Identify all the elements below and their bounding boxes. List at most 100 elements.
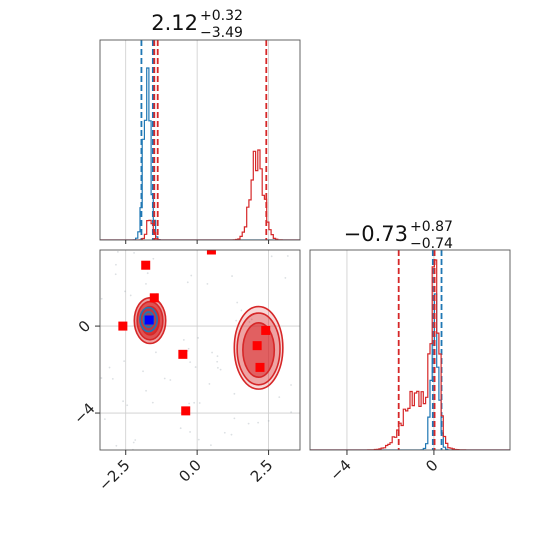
sample-dot [206,282,209,285]
sample-dot [132,441,135,444]
scatter-panel [100,250,293,450]
sample-dot [286,255,289,257]
sample-dot [210,444,212,447]
x2tick-label-0: −4 [326,456,354,484]
sample-dot [188,402,191,405]
sample-dot [233,392,236,395]
title-param-0: 2.12 +0.32−3.49 [151,8,243,41]
sample-dot [122,400,124,403]
red-marker-0 [141,260,151,270]
red-marker-8 [255,362,265,372]
sample-dot [257,421,260,424]
sample-dot [115,263,117,266]
sample-dot [194,366,197,368]
sample-dot [216,366,219,369]
hist-param1 [100,40,300,240]
sample-dot [126,404,129,407]
sample-dot [190,274,193,277]
sample-dot [124,290,126,293]
axes-layer [95,39,511,455]
sample-dot [290,411,293,414]
hist2-series-0 [310,293,510,450]
sample-dot [123,360,126,363]
sample-dot [155,351,157,354]
xtick-label-2: 2.5 [247,456,277,486]
title-plus-1: +0.87 [410,219,453,235]
ytick-label-1: −4 [70,399,98,427]
sample-dot [186,281,189,284]
sample-dot [115,444,118,447]
sample-dot [197,336,199,339]
sample-dot [198,402,201,404]
red-marker-5 [181,406,191,416]
red-marker-7 [261,325,271,335]
sample-dot [189,361,192,364]
sample-dot [145,389,147,392]
title-minus-0: −3.49 [200,25,243,41]
sample-dot [163,377,166,380]
sample-dot [103,418,106,421]
sample-dot [111,377,114,380]
sample-dot [250,318,253,321]
sample-dot [208,383,211,385]
sample-dot [187,347,190,350]
red-marker-1 [206,250,216,255]
sample-dot [182,339,185,341]
sample-dot [278,396,281,399]
sample-dot [134,439,137,441]
sample-dot [247,422,250,425]
sample-dot [233,417,236,420]
hist2-series-1 [310,259,510,450]
title-minus-1: −0.74 [410,236,453,252]
sample-dot [219,368,222,371]
sample-dot [100,297,103,300]
label-layer: −2.5 0.0 2.5 −4 0 0 −4 2.12 +0.32−3.49 −0.73 +0.87… [70,8,453,495]
title-value-1: −0.73 [344,222,408,246]
hist1-series-0 [100,67,300,240]
sample-dot [284,277,287,279]
sample-dot [145,282,147,285]
sample-dot [223,431,226,434]
frame-h1 [99,39,301,241]
sample-dot [189,431,191,433]
sample-dot [290,384,292,386]
xtick-label-1: 0.0 [175,456,205,486]
sample-dot [114,273,117,276]
frame-h2 [309,249,511,451]
sample-dot [240,309,243,312]
sample-dot [216,355,219,358]
sample-dot [179,427,182,430]
sample-dot [197,438,200,441]
red-marker-2 [149,293,159,303]
red-marker-6 [252,341,262,351]
sample-dot [152,257,155,260]
ytick-label-0: 0 [75,317,94,336]
sample-dot [236,301,239,304]
sample-dot [248,321,251,323]
red-marker-4 [178,349,188,359]
sample-dot [108,366,111,369]
x2tick-label-1: 0 [422,456,441,475]
sample-dot [270,255,273,258]
sample-dot [267,419,270,422]
sample-dot [146,272,149,275]
title-plus-0: +0.32 [200,8,243,24]
sample-dot [230,433,233,436]
xtick-label-0: −2.5 [95,456,133,494]
scatter-clip-group [100,250,293,450]
sample-dot [151,401,154,404]
sample-dot [133,251,135,254]
sample-dot [231,275,233,277]
sample-dot [129,294,132,297]
hist1-series-1 [100,149,300,240]
blue-marker-0 [144,315,154,325]
red-marker-3 [118,321,128,331]
sample-dot [142,370,144,373]
sample-dot [193,401,196,404]
sample-dot [216,360,219,363]
sample-dot [235,319,238,322]
hist-param2 [310,250,510,450]
sample-dot [169,379,172,381]
title-param-1: −0.73 +0.87−0.74 [344,219,453,252]
